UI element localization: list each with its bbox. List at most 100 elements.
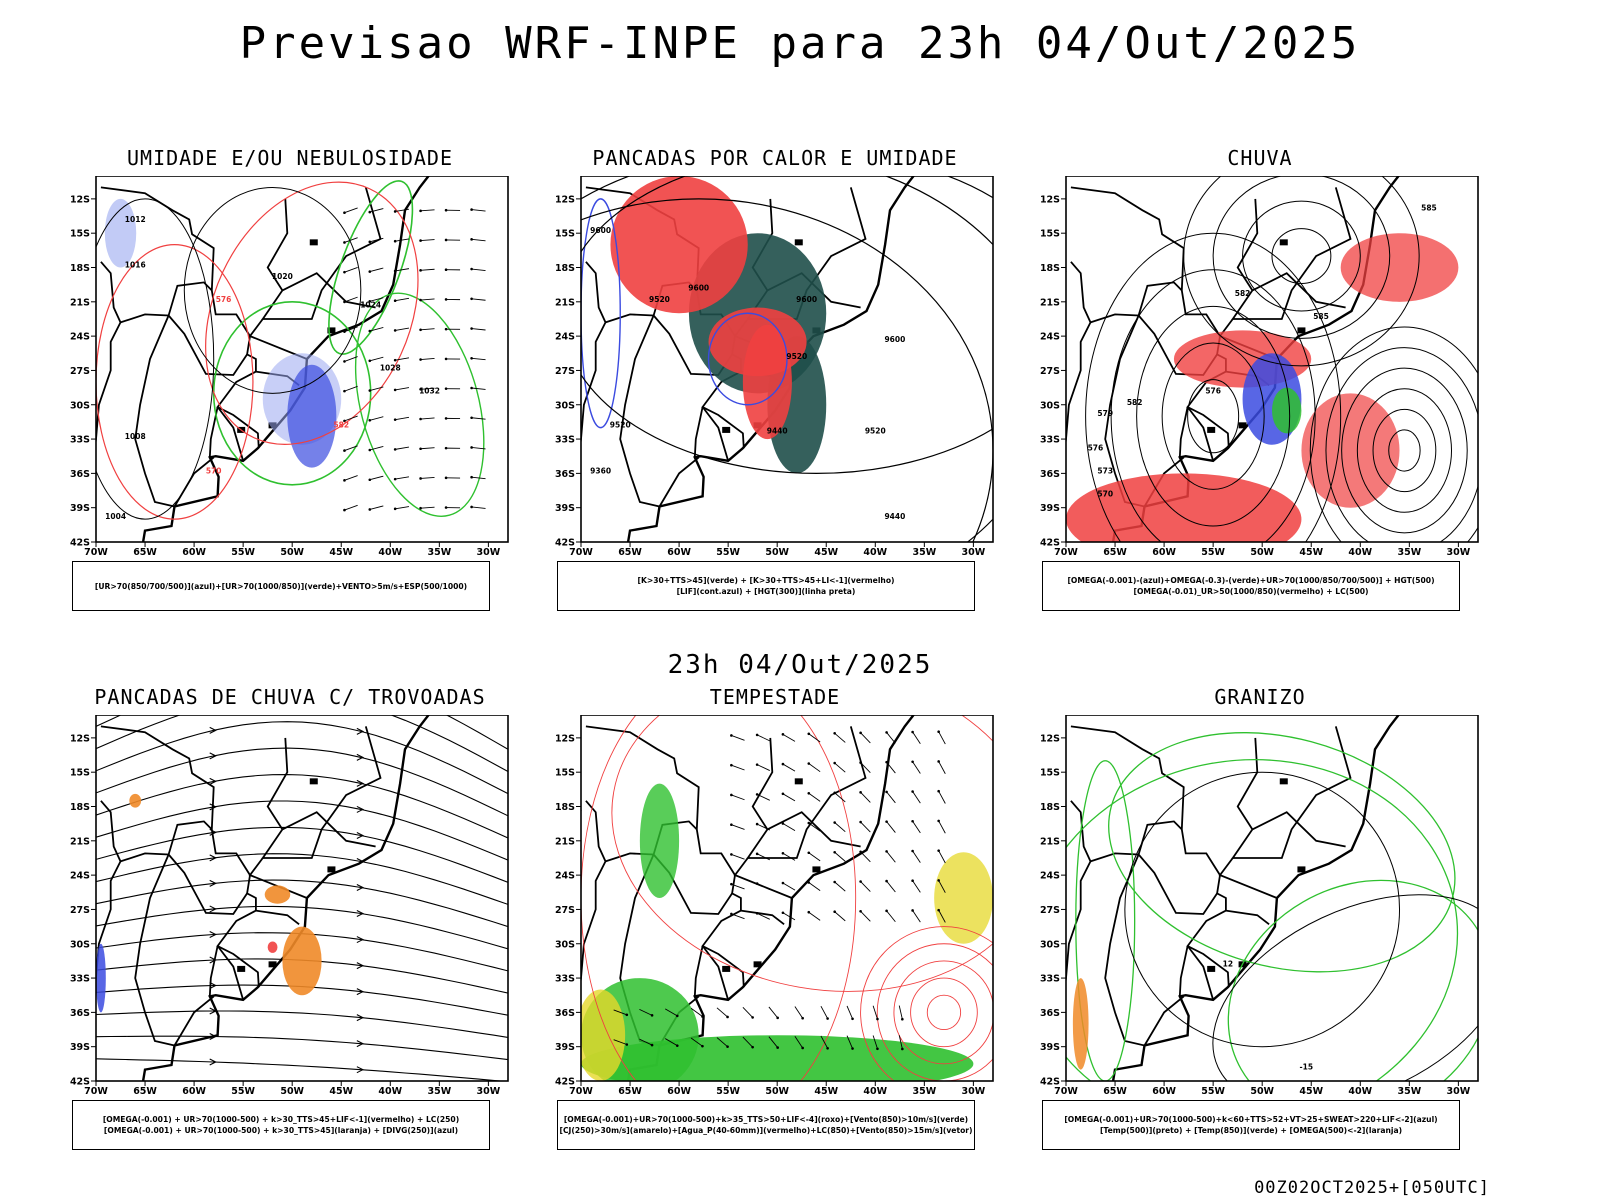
y-tick-label: 24S xyxy=(70,871,90,882)
x-tick-label: 70W xyxy=(84,547,108,558)
wind-vector-head xyxy=(625,1013,629,1017)
y-tick-label: 42S xyxy=(1040,1077,1060,1088)
y-tick-label: 42S xyxy=(555,538,575,549)
wind-vector-head xyxy=(885,790,888,794)
wind-vector-head xyxy=(343,241,346,244)
streamline xyxy=(96,905,508,950)
wind-vector xyxy=(731,735,745,741)
wind-vector-head xyxy=(393,448,397,451)
x-tick-label: 30W xyxy=(1447,547,1471,558)
wind-vector xyxy=(471,328,486,331)
x-tick-label: 45W xyxy=(1299,547,1323,558)
instability-red xyxy=(610,176,748,314)
y-tick-label: 39S xyxy=(1040,1042,1060,1053)
map-tempestade: 70W 65W 60W 55W 50W 45W 40W 35W 30W 12S 15S 18S 21S 2… xyxy=(555,715,994,1097)
water-red-contour xyxy=(926,994,962,1030)
wind-vector xyxy=(768,1036,779,1048)
streamline-arrow xyxy=(209,1033,217,1041)
map-layer xyxy=(96,715,508,1081)
wind-vector-head xyxy=(911,760,914,764)
border-line xyxy=(173,995,215,1046)
wind-vector xyxy=(756,764,770,772)
wind-vector-head xyxy=(833,791,836,795)
streamline xyxy=(96,1010,508,1038)
wind-vector xyxy=(782,852,796,861)
wind-vector-head xyxy=(911,879,914,883)
y-tick-label: 27S xyxy=(555,366,575,377)
wind-vector-head xyxy=(470,475,473,479)
border-line xyxy=(96,800,122,985)
x-tick-label: 60W xyxy=(667,547,691,558)
y-tick-label: 39S xyxy=(555,503,575,514)
wind-vector xyxy=(808,733,821,743)
storm-red xyxy=(267,941,278,953)
wind-vector xyxy=(886,791,896,804)
x-tick-label: 40W xyxy=(863,1086,887,1097)
x-tick-label: 50W xyxy=(1250,1086,1274,1097)
wind-vector-head xyxy=(470,327,473,330)
contour-label: 9520 xyxy=(865,426,886,435)
pressure-contour xyxy=(96,198,215,520)
x-tick-label: 35W xyxy=(912,1086,936,1097)
wind-vector xyxy=(938,761,946,774)
wind-vector xyxy=(471,417,486,420)
wind-vector xyxy=(886,821,896,833)
wind-vector-head xyxy=(937,760,940,763)
wind-vector-head xyxy=(393,329,397,332)
streamline-arrow xyxy=(209,828,217,836)
wind-vector xyxy=(344,445,358,452)
wind-vector xyxy=(794,1036,804,1049)
wind-vector-head xyxy=(470,356,473,360)
wind-vector-head xyxy=(470,267,473,271)
map-frame xyxy=(1065,715,1479,1082)
border-line xyxy=(619,315,660,508)
wind-vector-head xyxy=(755,912,759,915)
wind-vector xyxy=(782,793,796,802)
y-tick-label: 12S xyxy=(1040,733,1060,744)
wind-vector-head xyxy=(781,792,785,796)
y-tick-label: 30S xyxy=(70,400,90,411)
y-tick-label: 21S xyxy=(70,297,90,308)
wind-vector xyxy=(395,327,410,331)
border-line xyxy=(1066,261,1092,446)
x-tick-label: 40W xyxy=(1348,547,1372,558)
x-tick-label: 60W xyxy=(182,547,206,558)
contour-label: 570 xyxy=(1097,489,1113,498)
x-tick-label: 65W xyxy=(1103,1086,1127,1097)
wind-vector xyxy=(369,237,384,243)
map-pancadas-calor: 9520 9600 9520 9600 9600 9520 9440 9440 9360 9600… xyxy=(555,176,994,558)
legend-box: [UR>70(850/700/500)](azul)+[UR>70(1000/8… xyxy=(72,561,490,611)
y-tick-label: 30S xyxy=(555,939,575,950)
lifted-index-blue xyxy=(707,312,788,406)
streamline xyxy=(96,826,508,883)
wind-vector-head xyxy=(876,1017,879,1021)
wind-vector-head xyxy=(470,446,473,449)
wind-vector-head xyxy=(911,730,914,734)
wind-vector-head xyxy=(419,506,422,510)
rain-green xyxy=(1272,387,1302,434)
border-line xyxy=(1231,726,1352,859)
wind-vector xyxy=(369,267,384,273)
wind-vector xyxy=(886,851,896,863)
streamline-arrow xyxy=(209,1058,217,1066)
y-tick-label: 30S xyxy=(555,400,575,411)
x-tick-label: 35W xyxy=(427,547,451,558)
wind-vector-head xyxy=(368,508,372,511)
wind-vector-head xyxy=(393,299,397,302)
streamline-arrow xyxy=(356,962,365,970)
legend-box: [OMEGA(-0.001)-(azul)+OMEGA(-0.3)-(verde… xyxy=(1042,561,1460,611)
wind-vector xyxy=(912,821,921,834)
x-tick-label: 45W xyxy=(814,547,838,558)
legend-line: [CJ(250)>30m/s](amarelo)+[Agua_P(40-60mm… xyxy=(559,1126,973,1135)
wind-vector-head xyxy=(730,882,733,886)
wind-vector-head xyxy=(368,270,372,273)
y-tick-label: 27S xyxy=(1040,905,1060,916)
wind-vector-head xyxy=(701,1015,704,1018)
streamline-arrow xyxy=(209,777,217,785)
x-tick-label: 70W xyxy=(569,1086,593,1097)
y-tick-label: 33S xyxy=(1040,435,1060,446)
x-tick-label: 40W xyxy=(1348,1086,1372,1097)
legend-line: [K>30+TTS>45](verde) + [K>30+TTS>45+LI<-… xyxy=(637,576,895,585)
y-tick-label: 15S xyxy=(70,768,90,779)
wind-vector-head xyxy=(393,418,397,421)
